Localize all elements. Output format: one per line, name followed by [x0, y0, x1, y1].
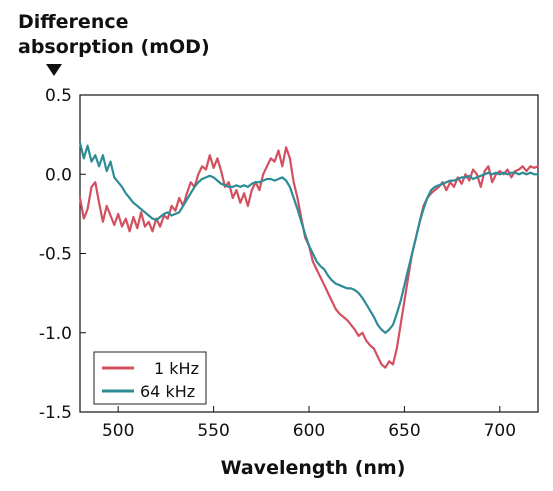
legend: 1 kHz 64 kHz	[93, 351, 207, 405]
axis-ticks: 500 550 600 650 700 0.5 0.0 -0.5 -1.0 -1.5	[39, 86, 516, 441]
x-tick-label-600: 600	[293, 421, 325, 441]
legend-box	[93, 351, 207, 405]
y-tick-label-4: -1.5	[39, 403, 72, 423]
series-line-1	[78, 141, 540, 334]
x-tick-label-650: 650	[388, 421, 420, 441]
x-tick-label-500: 500	[102, 421, 134, 441]
series-line-0	[78, 146, 540, 369]
legend-label-1-khz: 1 kHz	[154, 359, 199, 378]
y-tick-label-1: 0.0	[45, 165, 72, 185]
y-axis-label-line-2: absorption (mOD)	[18, 36, 210, 58]
y-axis-arrow-icon	[46, 64, 62, 76]
data-series	[78, 141, 540, 369]
y-axis-label-line-1: Difference	[18, 11, 129, 33]
x-tick-label-550: 550	[197, 421, 229, 441]
y-tick-label-2: -0.5	[39, 245, 72, 265]
y-tick-label-3: -1.0	[39, 324, 72, 344]
x-axis-label: Wavelength (nm)	[221, 457, 406, 479]
y-tick-label-0: 0.5	[45, 86, 72, 106]
x-tick-label-700: 700	[484, 421, 516, 441]
legend-label-64-khz: 64 kHz	[140, 382, 195, 401]
